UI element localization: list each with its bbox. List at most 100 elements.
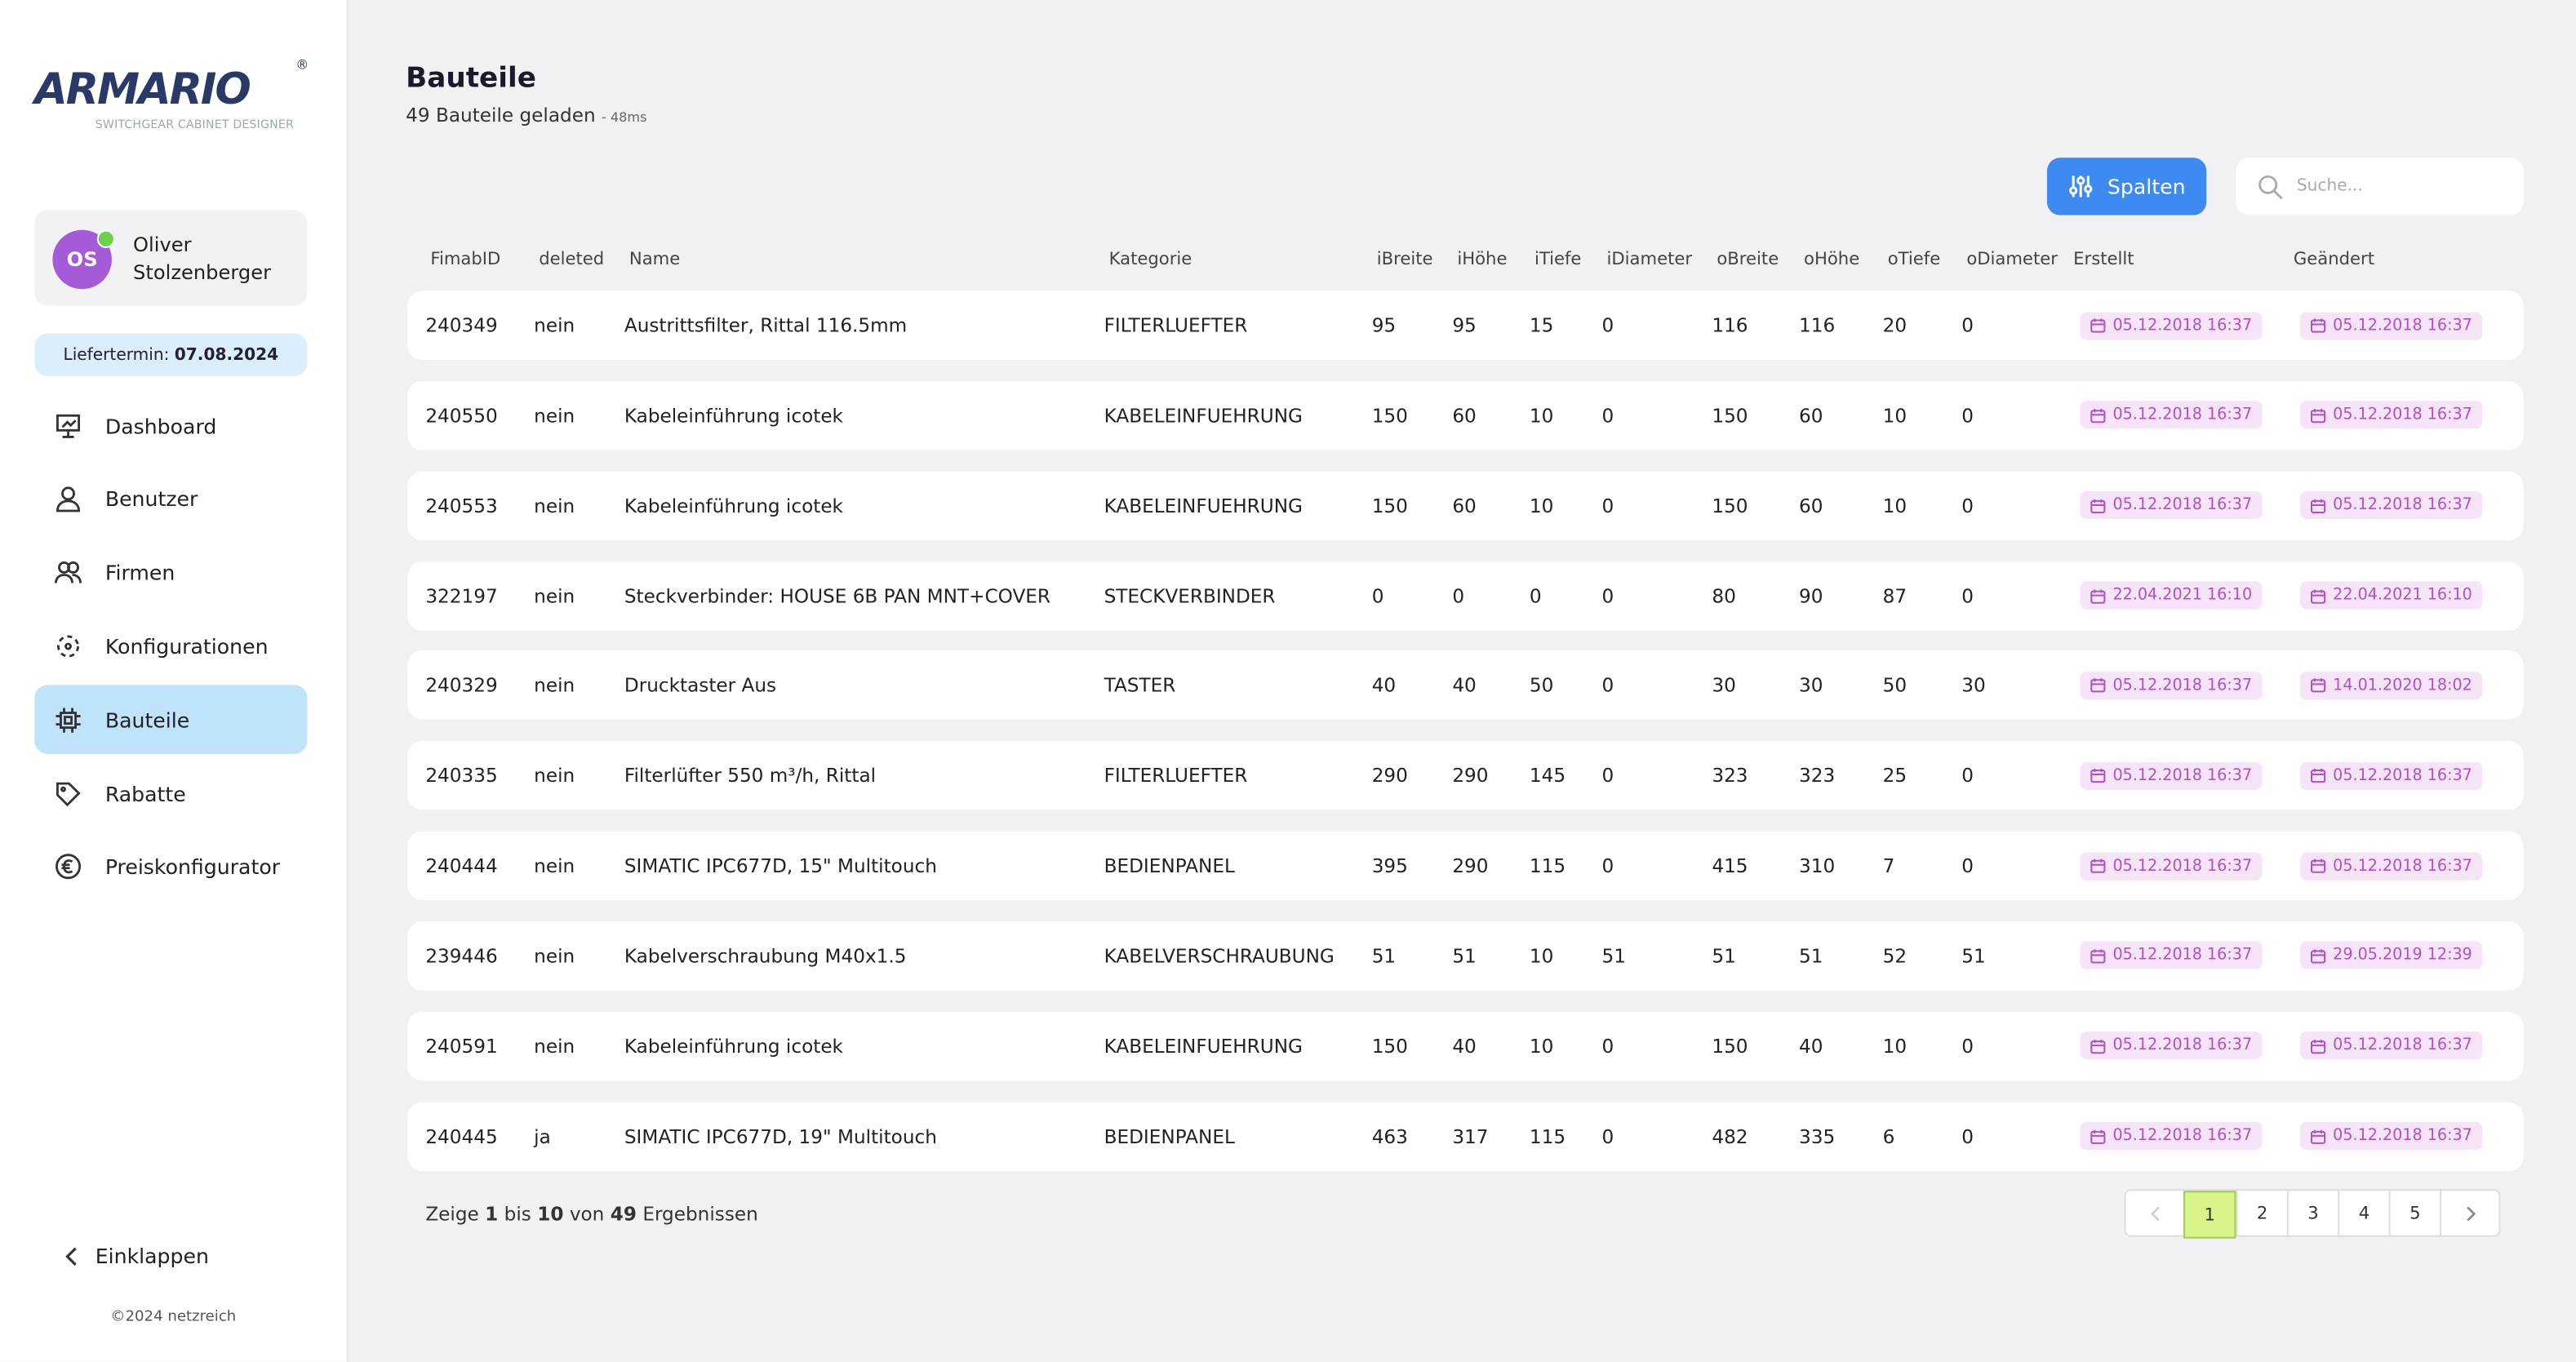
date-badge: 05.12.2018 16:37 [2299,851,2482,881]
calendar-icon [2311,769,2326,783]
table-row[interactable]: 240335 nein Filterlüfter 550 m³/h, Rittal F… [407,741,2524,810]
cell-text: KABELEINFUEHRUNG [1104,403,1303,428]
cell-text: 116 [1712,313,1748,337]
nav-item[interactable]: Rabatte [34,759,307,828]
table-cell: 05.12.2018 16:37 [2080,381,2263,450]
cell-text: 395 [1371,854,1408,878]
table-cell: TASTER [1104,651,1176,721]
cell-text: 240329 [425,674,498,698]
nav-item[interactable]: Dashboard [34,391,307,460]
table-cell: nein [534,561,575,630]
table-cell: 0 [1961,291,1974,360]
table-row[interactable]: 240349 nein Austrittsfilter, Rittal 116.5m… [407,291,2524,360]
cell-text: SIMATIC IPC677D, 15" Multitouch [624,854,937,878]
cell-text: nein [534,403,575,428]
nav-item[interactable]: Bauteile [34,685,308,755]
page-button[interactable]: 4 [2338,1191,2388,1236]
cell-text: FILTERLUEFTER [1104,313,1248,337]
page-button[interactable]: 3 [2286,1191,2338,1236]
cell-text: 0 [1961,583,1974,607]
columns-button[interactable]: Spalten [2046,157,2207,215]
table-cell: 116 [1799,291,1835,360]
date-text: 05.12.2018 16:37 [2112,496,2253,515]
table-row[interactable]: 240550 nein Kabeleinführung icotek KABELEIN… [407,380,2524,450]
table-cell: BEDIENPANEL [1104,832,1235,901]
date-badge: 05.12.2018 16:37 [2299,1031,2482,1060]
user-card[interactable]: OS Oliver Stolzenberger [34,210,308,306]
table-row[interactable]: 239446 nein Kabelverschraubung M40x1.5 KABE… [407,921,2524,991]
arrow-icon [2149,1205,2159,1221]
date-text: 05.12.2018 16:37 [2333,1127,2472,1146]
nav-item[interactable]: Konfigurationen [34,612,307,681]
table-cell: 0 [1961,381,1974,450]
column-header: deleted [539,249,605,270]
chevron-icon [65,1246,77,1265]
cell-text: KABELEINFUEHRUNG [1104,1034,1303,1058]
date-badge: 05.12.2018 16:37 [2299,491,2482,520]
table-cell: 482 [1712,1102,1748,1171]
collapse[interactable]: Einklappen [62,1244,209,1268]
nav-label: Bauteile [104,707,190,733]
date-text: 05.12.2018 16:37 [2333,1036,2472,1055]
table-cell: 52 [1883,921,1907,991]
cell-text: 240444 [425,854,498,878]
user-name: Oliver Stolzenberger [133,233,272,285]
date-badge: 05.12.2018 16:37 [2080,491,2263,520]
table-row[interactable]: 240445 ja SIMATIC IPC677D, 19" Multitouch B… [407,1101,2524,1171]
table-row[interactable]: 240591 nein Kabeleinführung icotek KABELEIN… [407,1011,2524,1081]
page-button[interactable]: 2 [2236,1191,2286,1236]
cell-text: nein [534,944,575,968]
calendar-icon [2311,858,2326,873]
table-cell: 90 [1799,561,1823,630]
nav-item[interactable]: Preiskonfigurator [34,832,307,902]
table-cell: 51 [1712,921,1735,991]
cell-text: 0 [1601,1034,1614,1058]
table-cell: 323 [1799,741,1835,810]
table-row[interactable]: 240553 nein Kabeleinführung icotek KABELEIN… [407,471,2524,540]
cell-text: BEDIENPANEL [1104,1125,1235,1148]
prev-page[interactable] [2126,1191,2183,1235]
cell-text: 240349 [425,313,498,337]
nav-item[interactable]: Benutzer [34,464,307,534]
table-row[interactable]: 240444 nein SIMATIC IPC677D, 15" Multitouc… [407,831,2524,901]
next-page[interactable] [2440,1191,2498,1236]
cell-text: 40 [1371,674,1397,698]
cell-text: 20 [1882,313,1908,337]
nav-label: Firmen [104,560,175,585]
table-row[interactable]: 322197 nein Steckverbinder: HOUSE 6B PAN M… [407,561,2524,631]
table-cell: 150 [1372,1011,1408,1080]
date-badge: 22.04.2021 16:10 [2299,581,2482,610]
date-badge: 14.01.2020 18:02 [2299,672,2482,700]
column-header: oHöhe [1804,249,1860,270]
calendar-icon [2090,588,2106,603]
search-input[interactable]: Suche... [2236,157,2524,215]
cell-text: 150 [1371,403,1408,428]
table-cell: 463 [1372,1102,1408,1171]
page-button[interactable]: 5 [2388,1191,2440,1236]
nav-item[interactable]: Firmen [34,538,307,607]
online-dot [96,229,115,248]
table-cell: 05.12.2018 16:37 [2080,1102,2263,1171]
column-header: iHöhe [1457,249,1508,270]
column-header: iTiefe [1534,249,1582,270]
table-row[interactable]: 240329 nein Drucktaster Aus TASTER 40 40 50 0 30… [407,650,2524,721]
table-cell: 0 [1961,1102,1974,1171]
cell-text: 30 [1961,674,1986,698]
table-cell: 51 [1799,921,1823,991]
nav-icon [56,707,81,733]
cell-text: 40 [1452,1034,1477,1058]
table-cell: nein [534,291,575,360]
summary-part: 49 [610,1202,637,1226]
table-cell: 115 [1530,832,1566,901]
date-text: 05.12.2018 16:37 [2112,766,2253,785]
page-button[interactable]: 1 [2183,1191,2236,1239]
table-cell: Steckverbinder: HOUSE 6B PAN MNT+COVER [624,561,1050,630]
cell-text: 51 [1799,944,1823,968]
table-cell: Kabeleinführung icotek [624,381,843,450]
table-cell: KABELEINFUEHRUNG [1104,471,1303,540]
column-header: oDiameter [1966,249,2058,270]
table-cell: 95 [1452,291,1476,360]
cell-text: 240550 [425,403,498,428]
table-cell: 0 [1601,1011,1614,1080]
columns-label: Spalten [2107,174,2186,199]
